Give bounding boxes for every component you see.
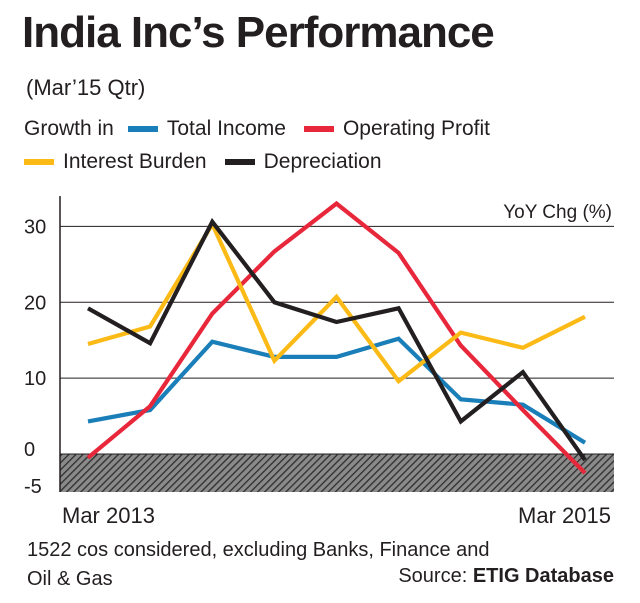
y-tick-label: 0 [24,439,35,461]
y-tick-labels: 30 20 10 0 -5 [24,216,46,498]
series-lines [86,200,587,475]
axes: YoY Chg (%) [59,196,612,492]
y-tick-label: 10 [24,368,46,390]
y-tick-label: 30 [24,216,46,238]
source-credit: Source: ETIG Database [398,565,614,588]
legend-item-total-income: Total Income [127,117,286,141]
legend-label-interest-burden: Interest Burden [63,150,207,173]
source-label: Source: [398,565,468,587]
chart-title: India Inc’s Performance [22,8,495,57]
series-line-depreciation [86,217,587,462]
series-line-interest-burden [87,219,586,385]
legend-swatch-interest-burden [24,159,54,165]
series-line-operating-profit [86,200,587,475]
x-tick-labels: Mar 2013 Mar 2015 [62,503,611,528]
series-line-total-income [87,336,587,445]
negative-region [60,453,614,492]
x-tick-label: Mar 2013 [62,503,155,528]
legend-item-operating-profit: Operating Profit [303,117,491,141]
legend-swatch-total-income [127,126,158,132]
y-axis-label: YoY Chg (%) [503,202,612,223]
y-tick-label: 20 [24,292,46,314]
legend-swatch-depreciation [224,159,255,165]
y-tick-label: -5 [24,476,42,498]
x-tick-label: Mar 2015 [518,503,611,528]
gridlines [60,225,614,379]
footnote: 1522 cos considered, excluding Banks, Fi… [27,536,490,594]
chart-subtitle: (Mar’15 Qtr) [26,75,146,100]
legend-row-1: Growth in Total Income Operating Profit [24,117,508,141]
legend-item-interest-burden: Interest Burden [24,150,207,174]
line-chart: YoY Chg (%) 30 20 10 0 -5 Mar 2013 Mar 2015 [24,196,614,528]
legend-label-operating-profit: Operating Profit [342,117,491,140]
legend-item-depreciation: Depreciation [224,150,382,174]
negative-hatch-band [60,454,614,492]
footnote-line-2: Oil & Gas [27,568,113,590]
footnote-line-1: 1522 cos considered, excluding Banks, Fi… [27,539,490,561]
legend-prefix: Growth in [24,117,114,140]
source-name: ETIG Database [472,565,614,587]
legend-row-2: Interest Burden Depreciation [24,150,400,174]
legend-label-depreciation: Depreciation [263,150,382,173]
legend-swatch-operating-profit [303,126,334,132]
legend-label-total-income: Total Income [166,117,286,140]
